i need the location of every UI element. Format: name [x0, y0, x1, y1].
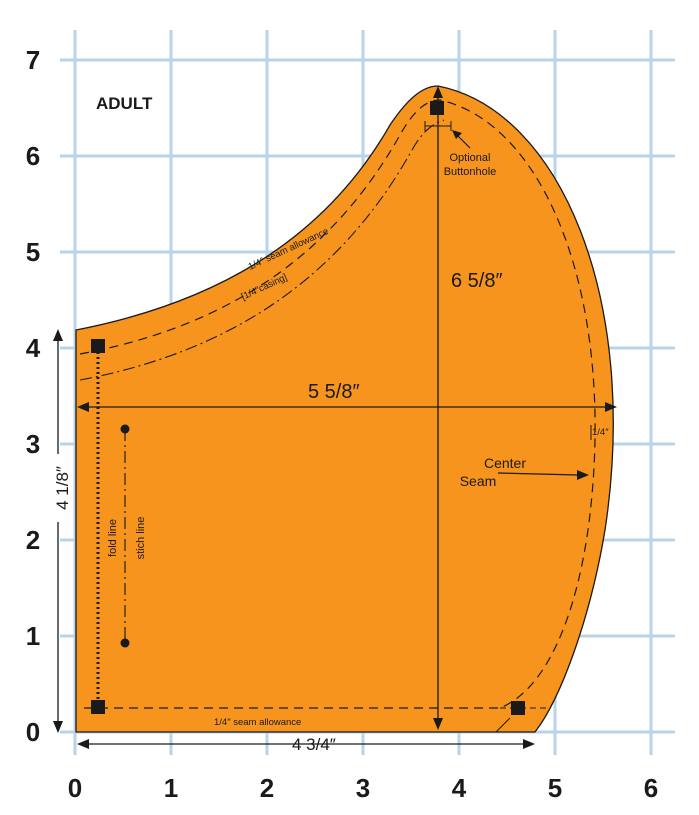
corner-marker	[430, 101, 444, 115]
y-tick-label: 4	[26, 333, 41, 363]
quarter-label: 1/4″	[592, 427, 609, 438]
casing-line	[79, 119, 445, 381]
stitch-line-label-wrap: stich line	[135, 517, 147, 560]
width-dimension-label: 5 5/8″	[308, 381, 360, 403]
bottom-arrow-right	[523, 739, 535, 749]
y-tick-label: 0	[26, 717, 40, 747]
y-tick-label: 6	[26, 141, 40, 171]
fold-line-label-wrap: fold line	[107, 519, 119, 557]
y-tick-label: 3	[26, 429, 40, 459]
corner-marker	[511, 701, 525, 715]
x-tick-label: 2	[260, 773, 274, 803]
seam-label: Seam	[460, 473, 497, 489]
stitch-dot-top	[120, 424, 130, 434]
x-tick-label: 0	[68, 773, 82, 803]
x-tick-label: 5	[548, 773, 562, 803]
seam-extension-line	[495, 717, 511, 733]
side-arrow-top	[53, 329, 63, 341]
seam-allowance-bottom-label: 1/4″ seam allowance	[214, 717, 301, 728]
height-arrow-bottom	[433, 718, 443, 730]
y-tick-label: 5	[26, 237, 40, 267]
x-axis-labels: 0 1 2 3 4 5 6	[68, 773, 658, 803]
center-seam-pointer-head	[577, 470, 589, 480]
stitch-dot-bottom	[120, 638, 130, 648]
buttonhole-pointer-head	[452, 130, 462, 139]
mask-piece	[75, 85, 614, 733]
width-arrow-left	[77, 402, 89, 412]
bottom-arrow-left	[77, 739, 89, 749]
center-label: Center	[484, 455, 526, 471]
x-tick-label: 6	[644, 773, 658, 803]
size-title: ADULT	[96, 94, 153, 113]
x-tick-label: 1	[164, 773, 178, 803]
y-tick-label: 1	[26, 621, 40, 651]
side-label-bg	[52, 454, 72, 522]
x-tick-label: 3	[356, 773, 370, 803]
y-tick-label: 2	[26, 525, 40, 555]
stitch-line-label: stich line	[135, 517, 147, 560]
optional-label: Optional	[450, 152, 491, 164]
side-dimension-label-wrap: 4 1/8″	[52, 454, 72, 522]
height-dimension-label: 6 5/8″	[451, 270, 503, 292]
y-axis-labels: 0 1 2 3 4 5 6 7	[26, 45, 41, 747]
width-arrow-right	[605, 402, 617, 412]
corner-marker	[91, 339, 105, 353]
bottom-dimension-label: 4 3/4″	[292, 735, 336, 754]
buttonhole-label: Buttonhole	[444, 166, 497, 178]
height-arrow-top	[433, 86, 443, 98]
side-dimension-label: 4 1/8″	[53, 466, 72, 510]
corner-marker	[91, 700, 105, 714]
x-tick-label: 4	[452, 773, 467, 803]
center-seam-pointer	[497, 472, 579, 476]
fold-line-label: fold line	[107, 519, 119, 557]
side-arrow-bottom	[53, 721, 63, 733]
y-tick-label: 7	[26, 45, 40, 75]
